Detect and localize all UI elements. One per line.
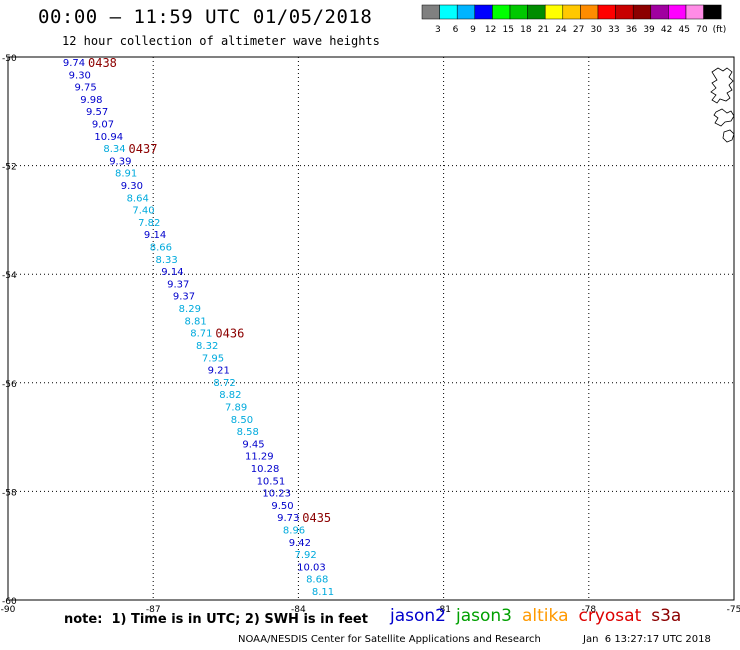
- wave-height-reading: 9.75: [74, 83, 96, 94]
- satellite-name: jason2: [390, 606, 446, 626]
- legend-label: 12: [485, 25, 496, 35]
- wave-height-reading: 8.32: [196, 341, 218, 352]
- wave-height-reading: 9.14: [144, 230, 166, 241]
- legend-label: 9: [470, 25, 476, 35]
- legend-label: 42: [661, 25, 672, 35]
- wave-height-reading: 8.50: [231, 415, 253, 426]
- map-subtitle: 12 hour collection of altimeter wave hei…: [62, 34, 380, 48]
- legend-label: 30: [591, 25, 603, 35]
- satellite-name: cryosat: [578, 606, 642, 626]
- wave-height-reading: 8.81: [184, 316, 206, 327]
- wave-height-reading: 10.28: [251, 464, 280, 475]
- longitude-label: -75: [727, 605, 740, 615]
- latitude-label: -60: [2, 597, 17, 607]
- wave-height-reading: 9.30: [121, 181, 143, 192]
- wave-height-reading: 9.14: [161, 267, 183, 278]
- wave-height-reading: 9.73: [277, 513, 299, 524]
- wave-height-reading: 7.92: [294, 550, 316, 561]
- wave-height-reading: 8.58: [237, 427, 259, 438]
- latitude-label: -58: [2, 488, 17, 498]
- legend-label: 70: [696, 25, 708, 35]
- wave-height-reading: 9.45: [242, 439, 264, 450]
- wave-height-reading: 10.94: [94, 132, 123, 143]
- wave-height-reading: 9.42: [289, 538, 311, 549]
- wave-height-reading: 9.30: [69, 70, 91, 81]
- wave-height-reading: 10.51: [257, 476, 286, 487]
- wave-height-reading: 10.23: [262, 489, 291, 500]
- latitude-label: -52: [2, 163, 17, 173]
- latitude-label: -56: [2, 380, 17, 390]
- utc-time-label: 0435: [302, 511, 331, 525]
- generation-timestamp: Jan 6 13:27:17 UTC 2018: [583, 634, 711, 645]
- wave-height-reading: 8.82: [219, 390, 241, 401]
- wave-height-reading: 8.91: [115, 169, 137, 180]
- wave-height-reading: 8.71: [190, 329, 212, 340]
- wave-height-reading: 9.07: [92, 120, 114, 131]
- longitude-label: -87: [146, 605, 161, 615]
- wave-height-reading: 7.89: [225, 402, 247, 413]
- satellite-name: jason3: [456, 606, 512, 626]
- wave-height-reading: 8.96: [283, 525, 305, 536]
- wave-height-reading: 9.98: [80, 95, 102, 106]
- credit-line: NOAA/NESDIS Center for Satellite Applica…: [238, 634, 541, 645]
- legend-label: 21: [538, 25, 549, 35]
- legend-label: 36: [626, 25, 638, 35]
- map-title: 00:00 – 11:59 UTC 01/05/2018: [38, 6, 373, 28]
- map-frame: [7, 56, 735, 601]
- legend-label: 39: [643, 25, 655, 35]
- wave-height-reading: 7.82: [138, 218, 160, 229]
- wave-height-reading: 8.11: [312, 587, 334, 598]
- legend-label: 33: [608, 25, 619, 35]
- legend-label: 45: [679, 25, 690, 35]
- wave-height-reading: 9.50: [271, 501, 293, 512]
- footnote: note: 1) Time is in UTC; 2) SWH is in fe…: [64, 612, 368, 627]
- satellite-name: s3a: [651, 606, 682, 626]
- wave-height-reading: 8.29: [179, 304, 201, 315]
- wave-height-color-legend: 3 6 9 12 15 18 21 24 27 30 33 36 39 42 45 70 (ft): [421, 4, 727, 35]
- utc-time-label: 0438: [88, 56, 117, 70]
- wave-height-reading: 7.40: [132, 206, 154, 217]
- latitude-label: -54: [2, 271, 17, 281]
- wave-height-reading: 9.57: [86, 107, 108, 118]
- wave-height-reading: 9.74: [63, 58, 85, 69]
- wave-height-reading: 10.03: [297, 562, 326, 573]
- legend-swatch: [703, 4, 722, 20]
- wave-height-reading: 7.95: [202, 353, 224, 364]
- wave-height-reading: 8.66: [150, 243, 172, 254]
- legend-label: 15: [503, 25, 514, 35]
- longitude-label: -90: [1, 605, 16, 615]
- coastline-outline: [710, 67, 735, 143]
- wave-height-reading: 8.34: [103, 144, 125, 155]
- satellite-name: altika: [522, 606, 569, 626]
- legend-label: 24: [555, 25, 567, 35]
- wave-height-reading: 9.37: [167, 279, 189, 290]
- wave-height-reading: 8.68: [306, 575, 328, 586]
- legend-label: 27: [573, 25, 584, 35]
- wave-height-reading: 11.29: [245, 452, 274, 463]
- longitude-label: -81: [436, 605, 451, 615]
- utc-time-label: 0436: [215, 327, 244, 341]
- legend-label: 3: [435, 25, 441, 35]
- legend-label: (ft): [713, 25, 727, 35]
- wave-height-reading: 8.33: [156, 255, 178, 266]
- longitude-label: -78: [581, 605, 596, 615]
- legend-label: 6: [453, 25, 459, 35]
- wave-height-reading: 9.21: [208, 366, 230, 377]
- wave-height-reading: 8.72: [213, 378, 235, 389]
- altimeter-track: 9.749.309.759.989.579.0710.948.349.398.9…: [63, 56, 334, 598]
- utc-time-label: 0437: [129, 142, 158, 156]
- wave-height-reading: 9.37: [173, 292, 195, 303]
- wave-height-reading: 9.39: [109, 156, 131, 167]
- latitude-label: -50: [2, 54, 17, 64]
- longitude-label: -84: [291, 605, 306, 615]
- wave-height-reading: 8.64: [127, 193, 149, 204]
- satellite-legend: jason2 jason3 altika cryosat s3a: [390, 606, 691, 626]
- legend-label: 18: [520, 25, 532, 35]
